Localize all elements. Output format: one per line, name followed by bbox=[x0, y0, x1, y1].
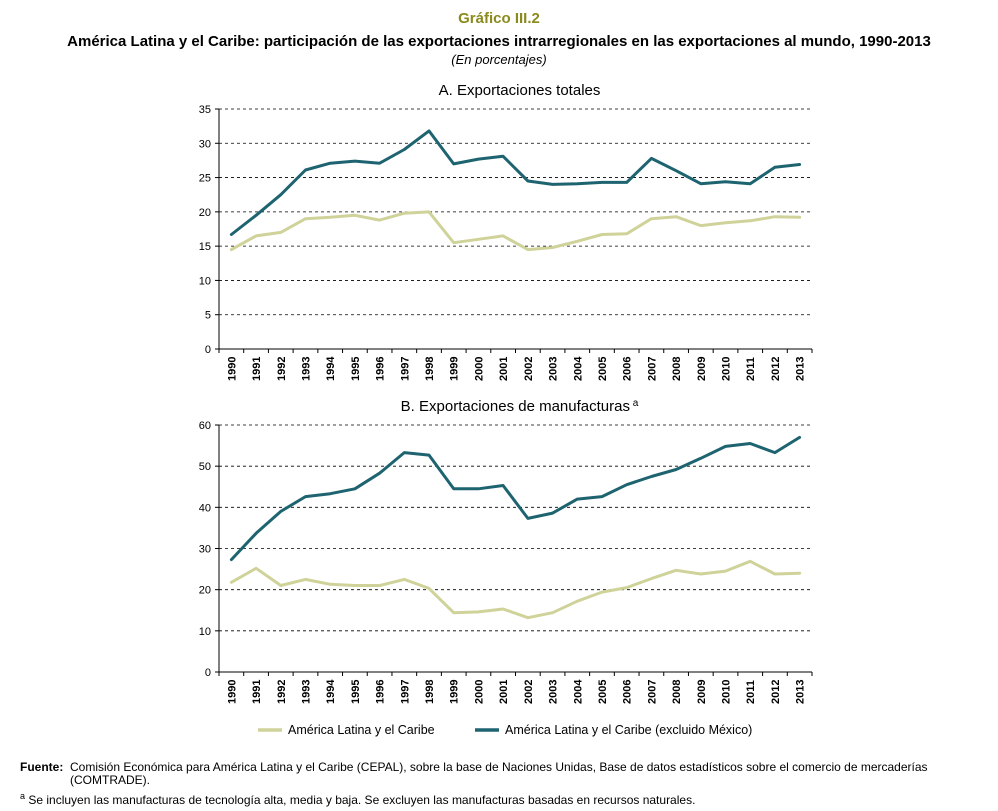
legend-label-alc: América Latina y el Caribe bbox=[288, 723, 435, 737]
panel-b-y-tick-label: 50 bbox=[199, 461, 211, 473]
panel-a-x-tick-label: 1997 bbox=[399, 357, 411, 381]
panel-a-y-tick-label: 5 bbox=[205, 310, 211, 322]
source-text: Comisión Económica para América Latina y… bbox=[70, 760, 928, 787]
panel-a-x-tick-label: 2009 bbox=[696, 357, 708, 381]
panel-a-y-tick-label: 10 bbox=[199, 275, 211, 287]
panel-a-x-tick-label: 1999 bbox=[449, 357, 461, 381]
panel-b-chart: B. Exportaciones de manufacturas a 0 10 20 3… bbox=[199, 398, 813, 704]
panel-a-x-tick-label: 2002 bbox=[523, 357, 535, 381]
panel-b-y-tick-label: 40 bbox=[199, 502, 211, 514]
panel-b-x-tick-label: 1995 bbox=[350, 680, 362, 704]
panel-b-title-note: a bbox=[630, 398, 639, 409]
panel-b-x-tick-label: 2003 bbox=[548, 680, 560, 704]
panel-b-x-tick-label: 1990 bbox=[226, 680, 238, 704]
panel-a-y-tick-label: 25 bbox=[199, 173, 211, 185]
panel-b-x-tick-label: 2005 bbox=[597, 680, 609, 704]
panel-a-y-tick-label: 35 bbox=[199, 104, 211, 116]
panel-a-x-tick-label: 2001 bbox=[498, 357, 510, 381]
panel-a-x-tick-label: 2003 bbox=[548, 357, 560, 381]
legend-label-alc_ex_mex: América Latina y el Caribe (excluido Méx… bbox=[505, 723, 752, 737]
panel-a-x-tick-label: 2006 bbox=[622, 357, 634, 381]
panel-a-y-tick-label: 20 bbox=[199, 207, 211, 219]
panel-b-title: B. Exportaciones de manufacturas a bbox=[401, 398, 639, 415]
panel-b-x-tick-label: 1996 bbox=[375, 680, 387, 704]
panel-b-y-tick-label: 20 bbox=[199, 585, 211, 597]
panel-a-x-tick-label: 1993 bbox=[300, 357, 312, 381]
panel-a-x-tick-label: 1994 bbox=[325, 356, 337, 381]
panel-a-y-tick-label: 30 bbox=[199, 138, 211, 150]
panel-a-x-tick-label: 1998 bbox=[424, 357, 436, 381]
panel-a-x-tick-label: 2008 bbox=[671, 357, 683, 381]
panel-a-x-tick-label: 2013 bbox=[795, 357, 807, 381]
panel-b-series-alc bbox=[229, 559, 802, 620]
panel-b-x-tick-label: 1992 bbox=[276, 680, 288, 704]
panel-b-x-tick-label: 1993 bbox=[300, 680, 312, 704]
panel-b-x-tick-label: 2008 bbox=[671, 680, 683, 704]
panel-a-y-tick-label: 0 bbox=[205, 344, 211, 356]
panel-b-x-tick-label: 2001 bbox=[498, 680, 510, 704]
panel-a-x-tick-label: 2004 bbox=[572, 356, 584, 381]
panel-b-x-tick-label: 2009 bbox=[696, 680, 708, 704]
panel-b-x-tick-label: 2012 bbox=[770, 680, 782, 704]
panel-b-x-tick-label: 2006 bbox=[622, 680, 634, 704]
figure-label: Gráfico III.2 bbox=[458, 10, 540, 27]
panel-b-x-tick-label: 2013 bbox=[795, 680, 807, 704]
panel-a-x-tick-label: 1990 bbox=[226, 357, 238, 381]
panel-b-x-tick-label: 2007 bbox=[646, 680, 658, 704]
panel-a-x-tick-label: 1996 bbox=[375, 357, 387, 381]
panel-a-x-tick-label: 2007 bbox=[646, 357, 658, 381]
panel-a-title-text: A. Exportaciones totales bbox=[439, 82, 601, 99]
figure-title: América Latina y el Caribe: participació… bbox=[67, 33, 931, 50]
panel-a-series-alc bbox=[229, 210, 802, 252]
panel-b-x-tick-label: 1997 bbox=[399, 680, 411, 704]
panel-b-y-tick-label: 30 bbox=[199, 544, 211, 556]
panel-a-x-tick-label: 2000 bbox=[473, 357, 485, 381]
panel-b-y-tick-label: 0 bbox=[205, 667, 211, 679]
panel-a-y-tick-label: 15 bbox=[199, 241, 211, 253]
panel-b-x-tick-label: 1994 bbox=[325, 679, 337, 704]
note-marker: a bbox=[20, 791, 26, 801]
panel-b-y-tick-label: 60 bbox=[199, 420, 211, 432]
panel-b-x-tick-label: 2002 bbox=[523, 680, 535, 704]
note-footnote: a Se incluyen las manufacturas de tecnol… bbox=[20, 790, 980, 807]
source-footnote: Fuente: Comisión Económica para América L… bbox=[20, 761, 980, 787]
legend: América Latina y el Caribe América Latina… bbox=[258, 723, 752, 737]
panel-b-series-alc_ex_mex bbox=[229, 435, 802, 562]
panel-a-x-tick-label: 1992 bbox=[276, 357, 288, 381]
panel-a-chart: A. Exportaciones totales 0 5 10 15 20 25 30 35 19… bbox=[199, 82, 813, 381]
panel-b-x-tick-label: 2010 bbox=[721, 680, 733, 704]
panel-a-x-tick-label: 2011 bbox=[745, 357, 757, 381]
panel-a-x-tick-label: 2010 bbox=[721, 357, 733, 381]
panel-b-x-tick-label: 1999 bbox=[449, 680, 461, 704]
panel-b-x-tick-label: 2000 bbox=[473, 680, 485, 704]
panel-a-title: A. Exportaciones totales bbox=[439, 82, 601, 99]
panel-a-x-tick-label: 1991 bbox=[251, 357, 263, 381]
panel-b-y-tick-label: 10 bbox=[199, 626, 211, 638]
panel-a-x-tick-label: 2005 bbox=[597, 357, 609, 381]
panel-b-x-tick-label: 1991 bbox=[251, 680, 263, 704]
source-label: Fuente bbox=[20, 760, 60, 774]
panel-a-x-tick-label: 1995 bbox=[350, 357, 362, 381]
panel-b-x-tick-label: 1998 bbox=[424, 680, 436, 704]
figure-subtitle: (En porcentajes) bbox=[451, 52, 547, 67]
panel-b-title-text: B. Exportaciones de manufacturas bbox=[401, 398, 630, 415]
note-text: Se incluyen las manufacturas de tecnolog… bbox=[28, 793, 696, 807]
panel-a-x-tick-label: 2012 bbox=[770, 357, 782, 381]
panel-b-x-tick-label: 2004 bbox=[572, 679, 584, 704]
panel-a-series-alc_ex_mex bbox=[229, 129, 802, 236]
panel-b-x-tick-label: 2011 bbox=[745, 680, 757, 704]
